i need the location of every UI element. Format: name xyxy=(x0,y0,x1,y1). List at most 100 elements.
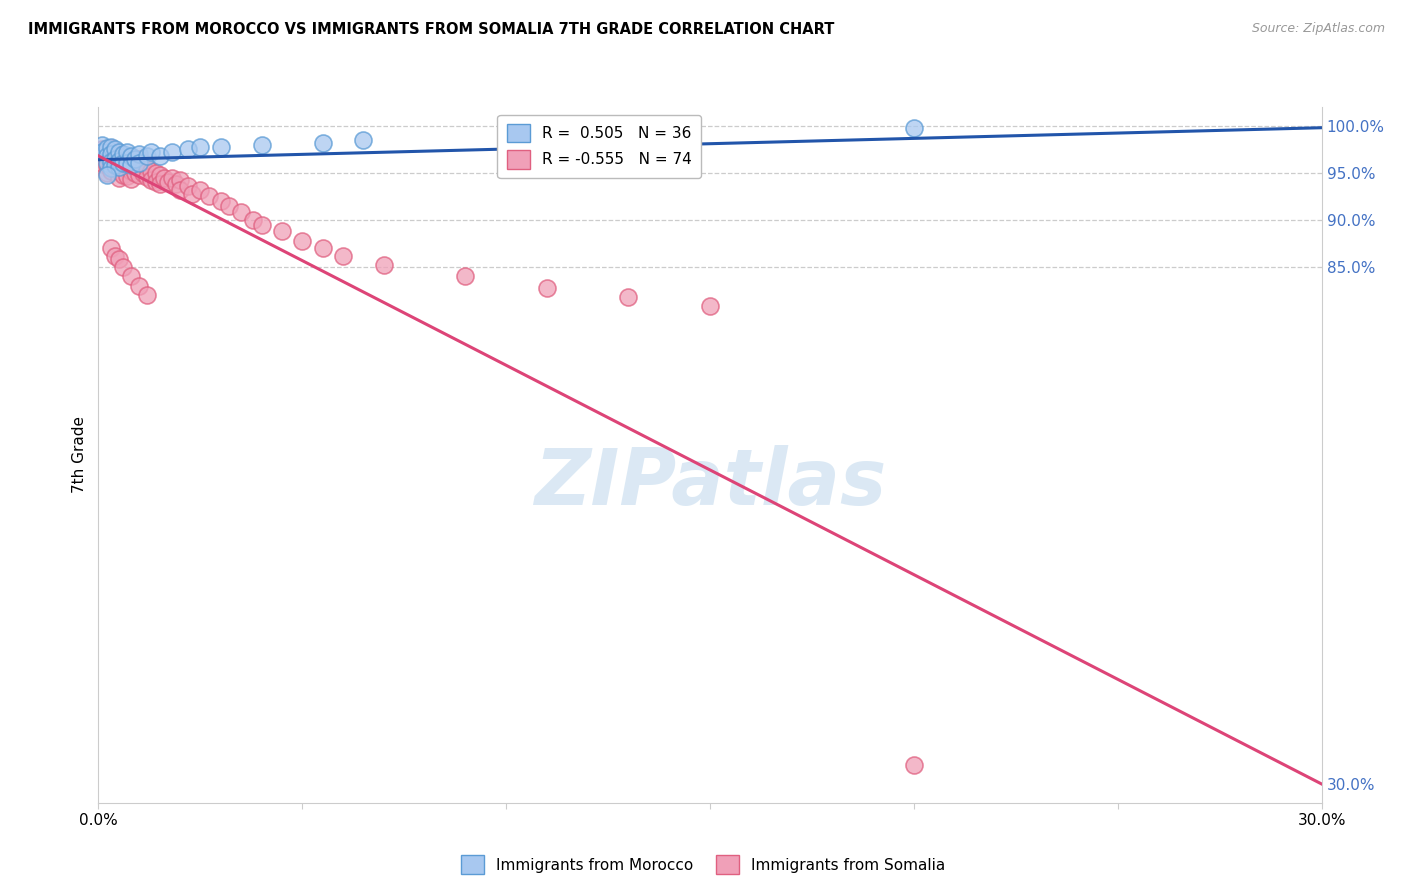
Point xyxy=(104,154,127,169)
Point xyxy=(91,142,114,156)
Point xyxy=(165,177,187,191)
Point xyxy=(91,145,114,160)
Point xyxy=(141,173,163,187)
Point xyxy=(141,164,163,178)
Point xyxy=(100,149,122,163)
Point xyxy=(141,145,163,160)
Point xyxy=(108,252,131,267)
Point xyxy=(536,280,558,294)
Point xyxy=(197,189,219,203)
Point xyxy=(352,133,374,147)
Point xyxy=(145,175,167,189)
Point xyxy=(373,258,395,272)
Point xyxy=(124,166,146,180)
Point xyxy=(145,166,167,180)
Point xyxy=(115,169,138,183)
Point xyxy=(188,183,212,197)
Point xyxy=(96,168,118,182)
Point xyxy=(104,249,127,263)
Point xyxy=(108,149,131,163)
Point xyxy=(104,147,127,161)
Point xyxy=(136,288,159,302)
Text: IMMIGRANTS FROM MOROCCO VS IMMIGRANTS FROM SOMALIA 7TH GRADE CORRELATION CHART: IMMIGRANTS FROM MOROCCO VS IMMIGRANTS FR… xyxy=(28,22,835,37)
Text: Source: ZipAtlas.com: Source: ZipAtlas.com xyxy=(1251,22,1385,36)
Text: ZIPatlas: ZIPatlas xyxy=(534,445,886,521)
Point xyxy=(231,205,253,219)
Point xyxy=(177,179,200,194)
Point xyxy=(104,162,127,177)
Point xyxy=(108,170,131,185)
Point xyxy=(108,156,131,170)
Point xyxy=(454,269,477,284)
Point xyxy=(111,168,134,182)
Point xyxy=(250,218,273,232)
Point xyxy=(181,186,204,201)
Point xyxy=(209,194,232,208)
Point xyxy=(699,299,721,313)
Point xyxy=(120,149,142,163)
Point xyxy=(100,147,122,161)
Legend: Immigrants from Morocco, Immigrants from Somalia: Immigrants from Morocco, Immigrants from… xyxy=(454,849,952,880)
Point xyxy=(312,136,335,150)
Point xyxy=(111,152,134,166)
Point xyxy=(136,149,159,163)
Point xyxy=(100,161,122,176)
Point xyxy=(149,149,172,163)
Point xyxy=(169,183,191,197)
Point xyxy=(100,156,122,170)
Point xyxy=(332,249,354,263)
Point xyxy=(108,153,131,168)
Point xyxy=(108,160,131,174)
Point xyxy=(128,147,150,161)
Point xyxy=(96,166,118,180)
Point xyxy=(108,164,131,178)
Point xyxy=(128,161,150,176)
Point xyxy=(291,234,314,248)
Point xyxy=(270,224,294,238)
Point xyxy=(903,758,925,772)
Point xyxy=(111,159,134,173)
Point xyxy=(91,137,114,152)
Point xyxy=(128,156,150,170)
Point xyxy=(115,154,138,169)
Point xyxy=(115,155,138,169)
Point xyxy=(128,278,150,293)
Point xyxy=(136,160,159,174)
Point xyxy=(132,156,155,170)
Point xyxy=(91,149,114,163)
Point xyxy=(100,139,122,153)
Point xyxy=(111,260,134,274)
Point xyxy=(104,142,127,156)
Point xyxy=(169,173,191,187)
Point xyxy=(120,164,142,178)
Point xyxy=(96,145,118,160)
Point xyxy=(120,269,142,284)
Point xyxy=(108,145,131,160)
Point xyxy=(156,175,179,189)
Point xyxy=(115,161,138,176)
Point xyxy=(128,168,150,182)
Point xyxy=(149,177,172,191)
Point xyxy=(96,141,118,155)
Point xyxy=(115,145,138,160)
Point xyxy=(100,141,122,155)
Point xyxy=(100,164,122,178)
Point xyxy=(132,166,155,180)
Point xyxy=(128,152,150,166)
Point xyxy=(96,152,118,166)
Point xyxy=(209,139,232,153)
Point xyxy=(100,154,122,169)
Point xyxy=(312,241,335,255)
Point xyxy=(136,169,159,184)
Point xyxy=(120,156,142,170)
Point xyxy=(96,149,118,163)
Point xyxy=(149,168,172,182)
Point xyxy=(124,152,146,166)
Point xyxy=(96,158,118,172)
Point xyxy=(124,158,146,172)
Point xyxy=(177,142,200,156)
Point xyxy=(111,156,134,170)
Point xyxy=(242,212,264,227)
Point xyxy=(100,241,122,255)
Point xyxy=(111,147,134,161)
